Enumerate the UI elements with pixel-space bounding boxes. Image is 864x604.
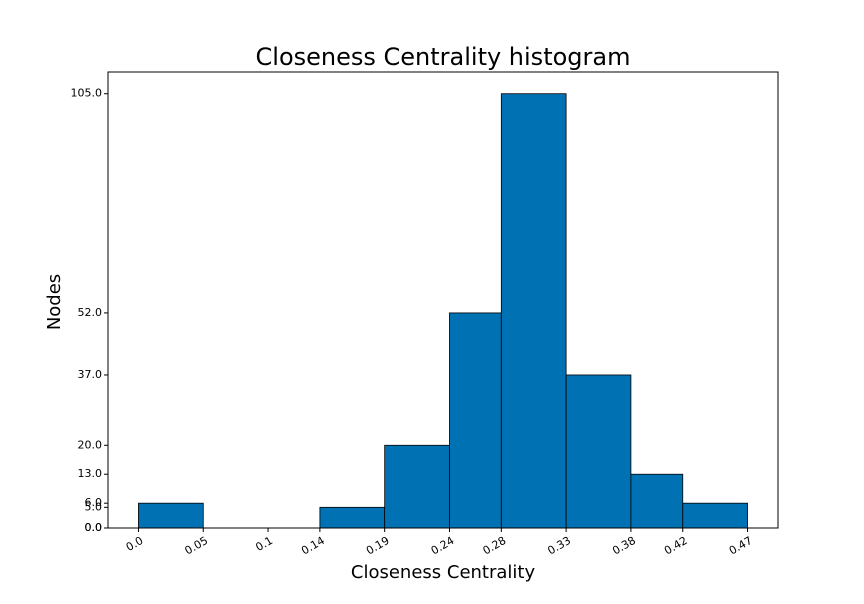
x-tick-label: 0.05 xyxy=(183,534,211,558)
x-tick-label: 0.47 xyxy=(727,534,755,558)
y-tick-label: 37.0 xyxy=(78,368,103,381)
bar xyxy=(565,374,632,529)
bar xyxy=(449,312,502,529)
x-tick-label: 0.28 xyxy=(481,534,509,558)
x-tick-label: 0.33 xyxy=(545,534,573,558)
x-tick-label: 0.1 xyxy=(253,534,275,554)
y-tick-label: 52.0 xyxy=(78,306,103,319)
bar xyxy=(682,502,748,529)
y-tick-label: 105.0 xyxy=(71,87,103,100)
x-axis-label: Closeness Centrality xyxy=(351,562,536,583)
chart-title: Closeness Centrality histogram xyxy=(256,43,631,71)
x-tick-label: 0.0 xyxy=(124,534,146,554)
y-tick-label: 6.0 xyxy=(85,496,103,509)
bar xyxy=(630,473,684,529)
y-tick-label: 13.0 xyxy=(78,467,103,480)
x-tick-label: 0.14 xyxy=(299,534,327,558)
bar xyxy=(319,506,386,529)
bar xyxy=(384,444,450,529)
bar xyxy=(138,502,204,529)
x-tick-label: 0.38 xyxy=(610,534,638,558)
x-tick-label: 0.19 xyxy=(364,534,392,558)
x-tick-label: 0.24 xyxy=(429,534,457,558)
y-axis-label: Nodes xyxy=(44,274,65,330)
y-tick-label: 5.0 xyxy=(85,500,103,513)
x-tick-label: 0.42 xyxy=(662,534,690,558)
plot-frame xyxy=(107,71,779,529)
y-tick-label: 0.0 xyxy=(85,521,103,534)
y-tick-label: 20.0 xyxy=(78,438,103,451)
bar xyxy=(500,93,567,529)
y-tick-label: 0.0 xyxy=(85,521,103,534)
